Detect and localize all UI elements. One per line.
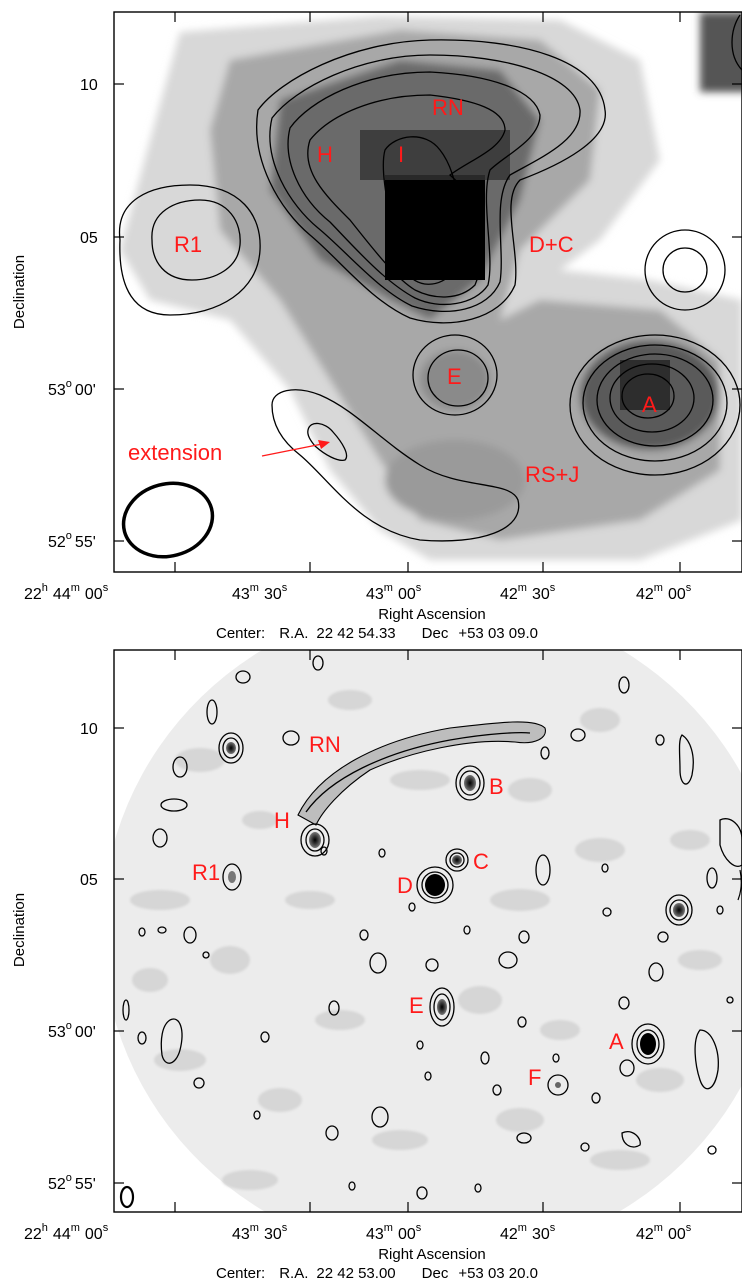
label-a: A xyxy=(609,1029,624,1054)
top-x-tick-labels: 22h 44m 00s 43m 30s 43m 00s 42m 30s 42m 00s xyxy=(24,582,692,603)
label-b: B xyxy=(489,774,504,799)
label-c: C xyxy=(473,849,489,874)
bottom-xlabel: Right Ascension xyxy=(378,1246,486,1263)
source-a xyxy=(631,1023,665,1065)
top-y-tick-labels: 10 05 53o 00' 52o 55' xyxy=(48,77,98,551)
label-e: E xyxy=(447,364,462,389)
label-i: I xyxy=(398,142,404,167)
source-d-c xyxy=(416,848,469,904)
bottom-image xyxy=(114,650,742,1212)
x-label-42m00s: 42m 00s xyxy=(636,1222,692,1243)
x-label-43m30s: 43m 30s xyxy=(232,1222,288,1243)
bottom-frame xyxy=(113,649,742,1213)
bottom-x-tick-labels: 22h 44m 00s 43m 30s 43m 00s 42m 30s 42m 00s xyxy=(24,1222,692,1243)
x-label-42m00s: 42m 00s xyxy=(636,582,692,603)
source-h xyxy=(300,823,330,857)
y-label-52-55: 52o 55' xyxy=(48,1172,96,1193)
bottom-source-labels: RN B H C R1 D E A F xyxy=(192,732,624,1090)
label-e: E xyxy=(409,993,424,1018)
top-source-labels: RN H I R1 D+C E A RS+J extension xyxy=(128,95,657,487)
top-x-ticks xyxy=(114,12,742,572)
y-label-05: 05 xyxy=(80,230,98,247)
label-d-plus-c: D+C xyxy=(529,232,574,257)
beam-ellipse xyxy=(119,1185,135,1209)
source-b xyxy=(455,765,485,801)
label-h: H xyxy=(317,142,333,167)
y-label-53-00: 53o 00' xyxy=(48,378,96,399)
bottom-contours xyxy=(122,655,742,1200)
x-label-42m30s: 42m 30s xyxy=(500,582,556,603)
top-center-line: Center: R.A. 22 42 54.33 Dec +53 03 09.0 xyxy=(216,625,538,642)
label-a: A xyxy=(642,392,657,417)
y-label-52-55: 52o 55' xyxy=(48,530,96,551)
top-greyscale-image xyxy=(118,12,742,560)
label-f: F xyxy=(528,1065,541,1090)
x-label-22h44m00s: 22h 44m 00s xyxy=(24,582,109,603)
source-e xyxy=(429,987,455,1027)
extension-arrow xyxy=(261,443,323,457)
source-ne xyxy=(218,732,244,764)
label-extension: extension xyxy=(128,440,222,465)
x-label-43m00s: 43m 00s xyxy=(366,582,422,603)
source-r1 xyxy=(222,863,242,891)
top-panel: RN H I R1 D+C E A RS+J extension 10 05 5… xyxy=(11,11,742,642)
y-label-05: 05 xyxy=(80,872,98,889)
beam-ellipse xyxy=(121,481,215,559)
label-h: H xyxy=(274,808,290,833)
x-label-42m30s: 42m 30s xyxy=(500,1222,556,1243)
bottom-panel: RN B H C R1 D E A F 10 05 53o 00' 52o 55' … xyxy=(11,649,742,1282)
y-label-10: 10 xyxy=(80,77,98,94)
y-label-53-00: 53o 00' xyxy=(48,1020,96,1041)
bottom-y-tick-labels: 10 05 53o 00' 52o 55' xyxy=(48,721,98,1193)
top-ylabel: Declination xyxy=(11,255,28,329)
bottom-ticks xyxy=(114,650,742,1212)
bottom-center-line: Center: R.A. 22 42 53.00 Dec +53 03 20.0 xyxy=(216,1265,538,1282)
extension-arrowhead-icon xyxy=(318,440,330,449)
x-label-43m00s: 43m 00s xyxy=(366,1222,422,1243)
top-frame xyxy=(113,11,742,573)
label-rs-plus-j: RS+J xyxy=(525,462,579,487)
x-label-22h44m00s: 22h 44m 00s xyxy=(24,1222,109,1243)
x-label-43m30s: 43m 30s xyxy=(232,582,288,603)
label-r1: R1 xyxy=(192,860,220,885)
source-f xyxy=(547,1074,569,1096)
source-west xyxy=(665,894,693,926)
y-label-10: 10 xyxy=(80,721,98,738)
top-xlabel: Right Ascension xyxy=(378,606,486,623)
label-r1: R1 xyxy=(174,232,202,257)
label-d: D xyxy=(397,873,413,898)
label-rn: RN xyxy=(432,95,464,120)
saturated-core xyxy=(385,175,485,280)
top-contours xyxy=(118,14,742,542)
bottom-ylabel: Declination xyxy=(11,893,28,967)
label-rn: RN xyxy=(309,732,341,757)
